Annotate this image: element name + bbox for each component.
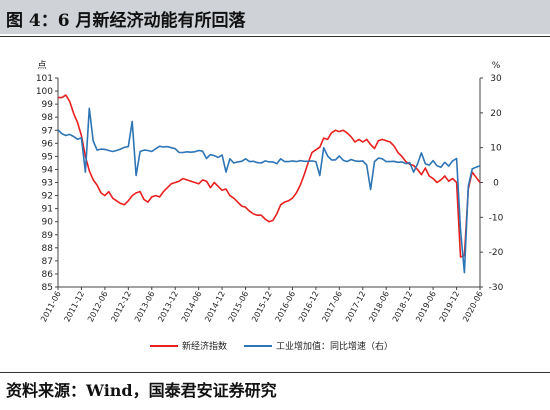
- x-axis-tick-label: 2018-12: [391, 290, 415, 324]
- y-axis-left-tick-label: 90: [42, 218, 54, 228]
- legend-label-industrial-output: 工业增加值：同比增速（右）: [276, 340, 393, 352]
- y-axis-left-tick-label: 96: [42, 139, 54, 149]
- y-axis-left-tick-label: 92: [42, 192, 53, 202]
- x-axis-tick-label: 2016-12: [297, 290, 321, 324]
- figure-title-bar: 图 4：6 月新经济动能有所回落: [0, 0, 550, 34]
- y-axis-right-tick-label: -20: [489, 248, 504, 258]
- y-axis-right-tick-label: 0: [493, 179, 499, 189]
- y-axis-right-tick-label: 10: [490, 144, 502, 154]
- x-axis-tick-label: 2018-06: [367, 290, 391, 324]
- series-line-industrial-output-yoy: [57, 107, 481, 274]
- y-axis-left-tick-label: 94: [42, 165, 54, 175]
- x-axis-tick-label: 2020-06: [461, 290, 485, 324]
- dual-axis-line-chart: 858687888990919293949596979899100101-30-…: [36, 60, 504, 352]
- y-axis-left-tick-label: 99: [42, 100, 54, 110]
- source-rule: [0, 372, 550, 373]
- legend-label-new-economy: 新经济指数: [182, 340, 227, 352]
- figure-title: 图 4：6 月新经济动能有所回落: [6, 11, 246, 31]
- x-axis-tick-label: 2017-12: [344, 290, 368, 324]
- y-axis-left-unit: 点: [37, 60, 46, 71]
- x-axis-tick-label: 2015-06: [227, 290, 251, 324]
- chart-axes: 858687888990919293949596979899100101-30-…: [36, 74, 504, 293]
- x-axis-tick-label: 2012-12: [109, 290, 133, 324]
- x-axis-tick-label: 2013-12: [156, 290, 180, 324]
- title-rule: [0, 36, 550, 37]
- y-axis-left-tick-label: 91: [42, 205, 53, 215]
- chart-series: [57, 94, 481, 274]
- x-axis-tick-label: 2016-06: [274, 290, 298, 324]
- y-axis-left-tick-label: 88: [42, 244, 54, 254]
- y-axis-right-tick-label: 20: [490, 109, 502, 119]
- x-axis-tick-label: 2019-06: [414, 290, 438, 324]
- y-axis-right-tick-label: -10: [489, 213, 504, 223]
- chart-legend: 新经济指数 工业增加值：同比增速（右）: [150, 340, 393, 352]
- source-note: 资料来源：Wind，国泰君安证券研究: [6, 381, 277, 400]
- x-axis-ticks: 2011-06 2011-12 2012-06 2012-12 2013-06 2013-…: [39, 287, 485, 323]
- y-axis-left-tick-label: 89: [42, 231, 54, 241]
- x-axis-tick-label: 2012-06: [86, 290, 110, 324]
- y-axis-left-tick-label: 86: [42, 270, 54, 280]
- y-axis-left-tick-label: 101: [36, 74, 53, 84]
- y-axis-left-tick-label: 85: [42, 283, 53, 293]
- y-axis-left-tick-label: 87: [42, 257, 53, 267]
- y-axis-left-tick-label: 100: [36, 87, 53, 97]
- x-axis-tick-label: 2017-06: [320, 290, 344, 324]
- x-axis-tick-label: 2014-12: [203, 290, 227, 324]
- x-axis-tick-label: 2013-06: [133, 290, 157, 324]
- y-axis-left-tick-label: 98: [42, 113, 54, 123]
- x-axis-tick-label: 2015-12: [250, 290, 274, 324]
- y-axis-left-tick-label: 97: [42, 126, 53, 136]
- series-line-new-economy-index: [58, 94, 481, 258]
- x-axis-tick-label: 2011-06: [39, 290, 63, 324]
- x-axis-tick-label: 2011-12: [63, 290, 87, 324]
- x-axis-tick-label: 2019-12: [438, 290, 462, 324]
- x-axis-tick-label: 2014-06: [180, 290, 204, 324]
- y-axis-right-tick-label: -30: [489, 283, 504, 293]
- y-axis-left-tick-label: 93: [42, 179, 53, 189]
- y-axis-left-tick-label: 95: [42, 152, 53, 162]
- y-axis-right-tick-label: 30: [490, 74, 502, 84]
- y-axis-right-unit: %: [492, 61, 501, 71]
